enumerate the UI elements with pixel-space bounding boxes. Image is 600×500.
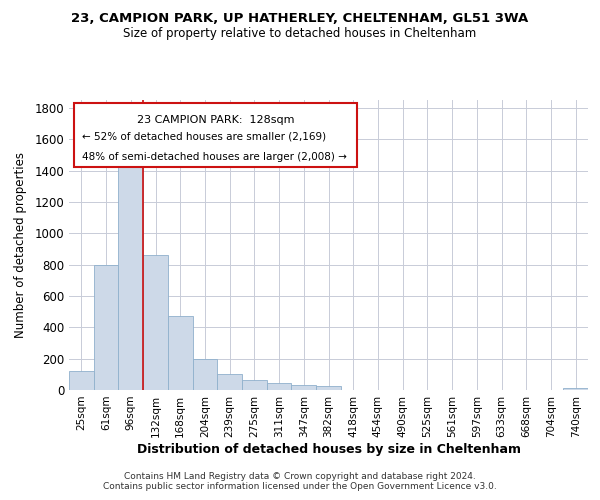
Bar [292,384,316,390]
Bar [316,386,341,390]
Text: 48% of semi-detached houses are larger (2,008) →: 48% of semi-detached houses are larger (… [82,152,347,162]
Bar [69,371,94,390]
FancyBboxPatch shape [74,103,357,166]
Bar [143,255,168,390]
Bar [217,374,242,390]
Text: 23, CAMPION PARK, UP HATHERLEY, CHELTENHAM, GL51 3WA: 23, CAMPION PARK, UP HATHERLEY, CHELTENH… [71,12,529,26]
Bar [563,388,588,390]
Bar [168,316,193,390]
Bar [193,358,217,390]
Bar [94,266,118,390]
Y-axis label: Number of detached properties: Number of detached properties [14,152,28,338]
Text: ← 52% of detached houses are smaller (2,169): ← 52% of detached houses are smaller (2,… [82,132,326,142]
Text: Distribution of detached houses by size in Cheltenham: Distribution of detached houses by size … [137,442,521,456]
Bar [118,162,143,390]
Text: Size of property relative to detached houses in Cheltenham: Size of property relative to detached ho… [124,28,476,40]
Bar [267,383,292,390]
Bar [242,380,267,390]
Text: 23 CAMPION PARK:  128sqm: 23 CAMPION PARK: 128sqm [137,114,295,124]
Text: Contains HM Land Registry data © Crown copyright and database right 2024.
Contai: Contains HM Land Registry data © Crown c… [103,472,497,491]
